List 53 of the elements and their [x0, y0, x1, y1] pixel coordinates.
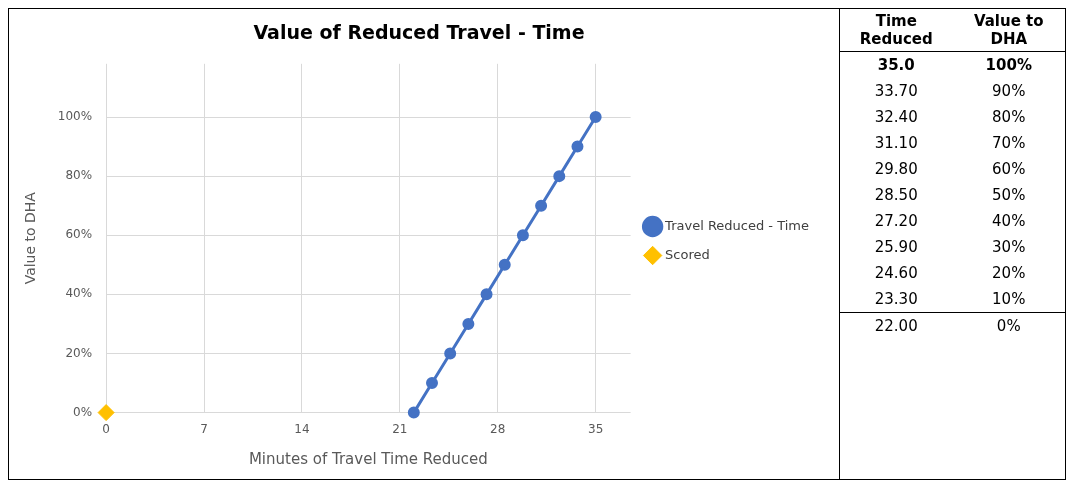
text: 0% — [995, 316, 1022, 337]
point — [97, 404, 115, 422]
text: 28.50 — [873, 185, 919, 206]
text: 32.40 — [873, 107, 919, 128]
x-tick-label: 35 — [588, 421, 604, 436]
point — [535, 199, 548, 212]
text: 60% — [991, 159, 1027, 180]
text: 31.10 — [873, 133, 919, 154]
point — [480, 288, 493, 301]
x-tick-label: 14 — [294, 421, 310, 436]
text: 30% — [991, 237, 1027, 258]
point — [589, 111, 602, 124]
point — [498, 258, 511, 271]
text: 29.80 — [873, 159, 919, 180]
text: 27.20 — [873, 211, 919, 232]
legend-label: Travel Reduced - Time — [664, 217, 810, 233]
text: 35.0 — [876, 55, 916, 76]
point — [444, 347, 457, 360]
text: 22.00 — [873, 316, 919, 337]
y-tick-label: 80% — [65, 168, 93, 183]
y-axis-title: Value to DHA — [22, 191, 39, 285]
point — [553, 170, 566, 183]
text: 20% — [991, 263, 1027, 284]
text: 40% — [991, 211, 1027, 232]
text: 90% — [991, 81, 1027, 102]
text: 24.60 — [873, 263, 919, 284]
text: 70% — [991, 133, 1027, 154]
point — [571, 140, 584, 153]
y-tick-label: 60% — [65, 227, 93, 242]
text: Time Reduced — [858, 11, 934, 50]
y-tick-label: 100% — [57, 109, 93, 124]
x-tick-label: 0 — [102, 421, 110, 436]
text: 25.90 — [873, 237, 919, 258]
point — [426, 377, 438, 390]
y-tick-label: 20% — [65, 345, 93, 360]
text: 100% — [984, 55, 1033, 76]
point — [516, 229, 529, 242]
point — [407, 406, 420, 419]
text: 80% — [991, 107, 1027, 128]
x-tick-label: 28 — [490, 421, 506, 436]
chart-title: Value of Reduced Travel - Time — [253, 21, 585, 44]
x-axis-title: Minutes of Travel Time Reduced — [248, 449, 488, 468]
text: 33.70 — [873, 81, 919, 102]
text: 10% — [991, 289, 1027, 310]
x-tick-label: 7 — [200, 421, 208, 436]
text: 23.30 — [873, 289, 919, 310]
text: Value to DHA — [972, 11, 1045, 50]
y-tick-label: 40% — [65, 286, 93, 301]
y-tick-label: 0% — [73, 404, 93, 419]
point — [462, 317, 475, 330]
x-tick-label: 21 — [392, 421, 408, 436]
text: 50% — [991, 185, 1027, 206]
legend-label: Scored — [665, 246, 710, 262]
